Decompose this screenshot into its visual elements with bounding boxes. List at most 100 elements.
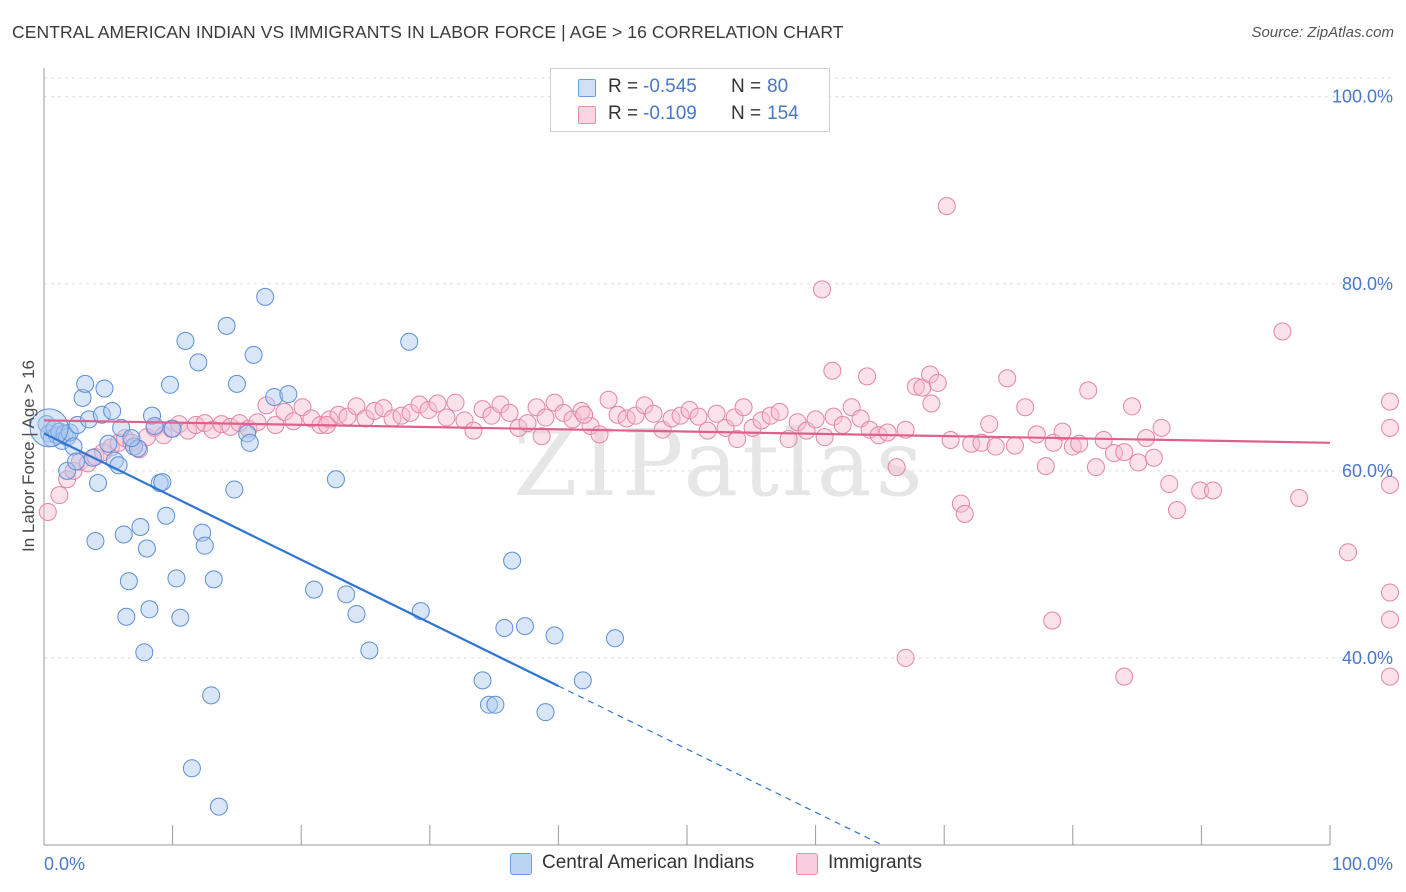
point-immigrant — [858, 367, 877, 386]
point-central-american-indian — [99, 434, 118, 453]
point-immigrant — [554, 403, 573, 422]
point-immigrant — [1290, 488, 1309, 507]
point-immigrant — [752, 411, 771, 430]
immigrants-points — [38, 197, 1399, 686]
point-immigrant — [980, 415, 999, 434]
point-immigrant — [1381, 583, 1399, 602]
point-immigrant — [815, 428, 834, 447]
point-immigrant — [779, 430, 798, 449]
point-immigrant — [1115, 667, 1134, 686]
point-central-american-indian — [265, 387, 284, 406]
point-immigrant — [941, 430, 960, 449]
point-central-american-indian — [95, 379, 114, 398]
trend-line-immigrants — [43, 419, 1331, 444]
point-central-american-indian — [122, 429, 141, 448]
point-immigrant — [626, 406, 645, 425]
point-immigrant — [500, 403, 519, 422]
point-central-american-indian — [244, 345, 263, 364]
r-label: R = — [608, 76, 639, 97]
point-central-american-indian — [135, 643, 154, 662]
stats-legend: R = -0.545 N = 80 R = -0.109 N = 154 — [550, 68, 830, 132]
point-immigrant — [1339, 543, 1358, 562]
point-immigrant — [644, 404, 663, 423]
point-immigrant — [302, 409, 321, 428]
point-central-american-indian — [193, 523, 212, 542]
point-immigrant — [1016, 398, 1035, 417]
point-central-american-indian — [86, 532, 105, 551]
legend-swatch-blue — [578, 79, 596, 97]
point-immigrant — [955, 504, 974, 523]
point-immigrant — [248, 413, 267, 432]
x-tick-label-max: 100.0% — [1332, 854, 1393, 874]
point-central-american-indian — [204, 570, 223, 589]
y-tick-label: 100.0% — [1332, 87, 1393, 107]
point-immigrant — [928, 373, 947, 392]
legend-label: Immigrants — [828, 852, 922, 873]
point-immigrant — [770, 402, 789, 421]
point-immigrant — [1027, 425, 1046, 444]
point-central-american-indian — [143, 406, 162, 425]
point-immigrant — [1191, 481, 1210, 500]
point-immigrant — [1086, 458, 1105, 477]
point-central-american-indian — [76, 374, 95, 393]
point-central-american-indian — [605, 629, 624, 648]
point-immigrant — [437, 408, 456, 427]
point-immigrant — [347, 397, 366, 416]
point-central-american-indian — [225, 480, 244, 499]
legend-swatch-pink — [796, 853, 818, 875]
point-immigrant — [527, 398, 546, 417]
point-immigrant — [374, 399, 393, 418]
point-immigrant — [38, 503, 57, 522]
point-central-american-indian — [573, 671, 592, 690]
point-central-american-indian — [479, 695, 498, 714]
point-central-american-indian — [256, 287, 275, 306]
point-immigrant — [1203, 481, 1222, 500]
point-central-american-indian — [473, 671, 492, 690]
point-immigrant — [1036, 457, 1055, 476]
point-immigrant — [1381, 610, 1399, 629]
point-central-american-indian — [279, 385, 298, 404]
point-central-american-indian — [117, 607, 136, 626]
point-immigrant — [680, 401, 699, 420]
point-central-american-indian — [360, 641, 379, 660]
point-immigrant — [608, 405, 627, 424]
point-central-american-indian — [131, 517, 150, 536]
point-immigrant — [922, 394, 941, 413]
point-immigrant — [937, 197, 956, 216]
point-central-american-indian — [73, 388, 92, 407]
point-central-american-indian — [209, 797, 228, 816]
point-central-american-indian — [58, 461, 77, 480]
point-immigrant — [689, 407, 708, 426]
r-label: R = — [608, 103, 639, 124]
point-immigrant — [698, 421, 717, 440]
point-immigrant — [734, 398, 753, 417]
y-axis-label: In Labor Force | Age > 16 — [19, 360, 38, 552]
point-immigrant — [887, 458, 906, 477]
point-central-american-indian — [167, 569, 186, 588]
trend-line-central-american-indians — [43, 432, 559, 687]
point-central-american-indian — [347, 604, 366, 623]
n-label: N = — [731, 103, 762, 124]
point-central-american-indian — [486, 695, 505, 714]
point-immigrant — [419, 401, 438, 420]
point-immigrant — [833, 416, 852, 435]
point-immigrant — [1160, 474, 1179, 493]
point-central-american-indian — [337, 585, 356, 604]
point-central-american-indian — [503, 551, 522, 570]
point-immigrant — [1122, 397, 1141, 416]
point-immigrant — [806, 410, 825, 429]
chart-title: CENTRAL AMERICAN INDIAN VS IMMIGRANTS IN… — [12, 22, 844, 42]
point-central-american-indian — [64, 437, 83, 456]
point-immigrant — [532, 427, 551, 446]
r-value: -0.545 — [643, 76, 697, 97]
point-central-american-indian — [163, 419, 182, 438]
point-central-american-indian — [67, 452, 86, 471]
point-central-american-indian — [92, 405, 111, 424]
x-tick-label-min: 0.0% — [44, 854, 85, 874]
central-american-indians-points — [29, 287, 624, 816]
legend-swatch-blue — [510, 853, 532, 875]
point-central-american-indian — [536, 703, 555, 722]
legend-row-immigrants: R = -0.109 N = 154 — [551, 101, 829, 128]
legend-label: Central American Indians — [542, 852, 755, 873]
